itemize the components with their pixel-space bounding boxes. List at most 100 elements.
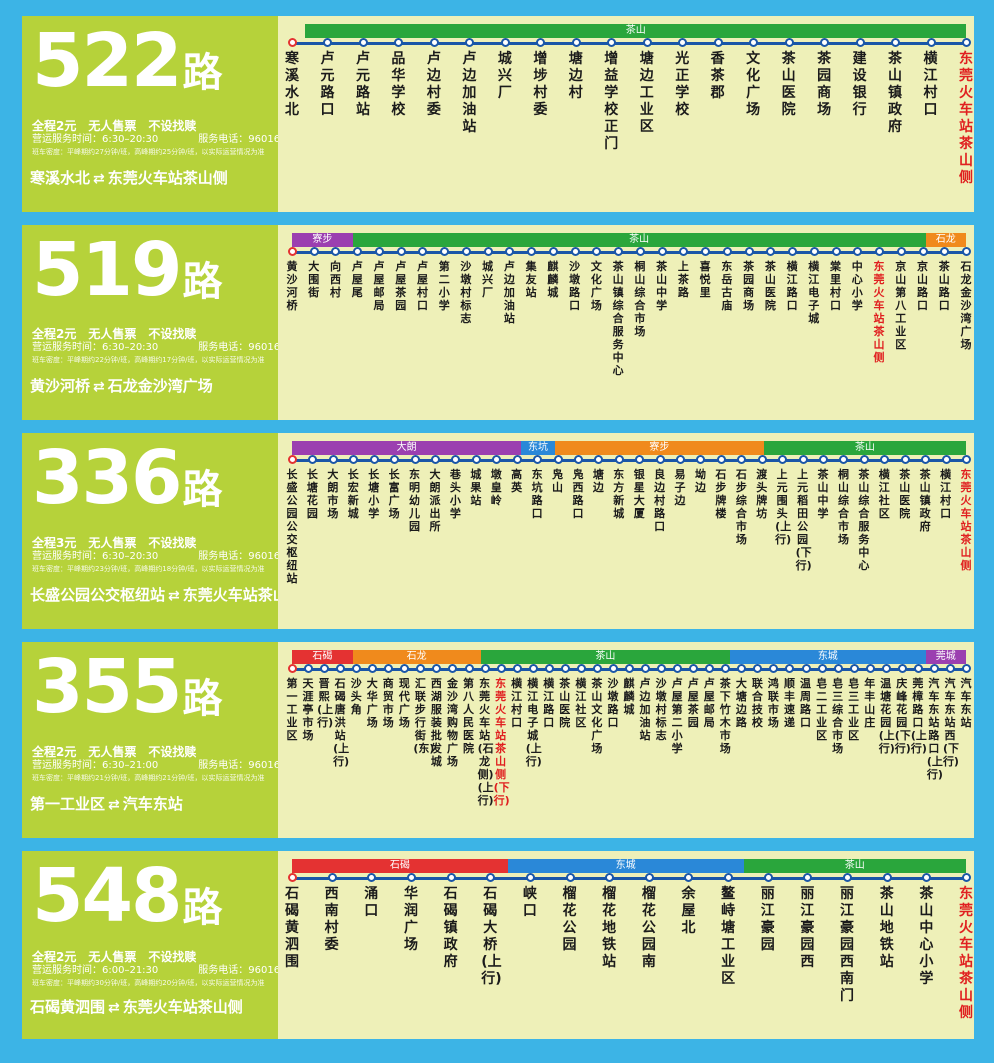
- route-number-digits: 336: [32, 435, 182, 521]
- stop-marker: [461, 247, 471, 256]
- zone-band: 东坑: [521, 441, 555, 455]
- stop-marker: [625, 664, 634, 673]
- stop-marker: [696, 455, 706, 464]
- stop-marker: [492, 455, 502, 464]
- stop-marker: [753, 664, 763, 673]
- stop-name: 汽车东站: [960, 677, 972, 729]
- route-terminals: 寒溪水北 ⇄ 东莞火车站茶山侧: [30, 167, 228, 188]
- stop-marker: [308, 455, 318, 464]
- route-line: [292, 42, 966, 45]
- stop-marker: [328, 455, 338, 464]
- stop-marker: [571, 38, 581, 47]
- terminal-from: 黄沙河桥: [30, 377, 91, 396]
- stop-name: 丽江豪园西: [800, 886, 815, 970]
- stop-name: 横江村口: [511, 677, 523, 729]
- stop-marker: [809, 247, 819, 256]
- stop-name: 长塘小学: [368, 468, 380, 520]
- hours-phone-text: 营运服务时间：6:30–20:30 服务电话：960163: [32, 133, 286, 146]
- stop-marker: [641, 664, 651, 673]
- stop-marker: [429, 38, 439, 47]
- route-number-suffix: 路: [182, 885, 223, 931]
- stop-marker: [553, 455, 563, 464]
- stop-marker: [880, 455, 890, 464]
- stop-name: 品华学校: [391, 51, 406, 118]
- stop-marker: [349, 455, 359, 464]
- fare-text: 全程2元 无人售票 不设找赎: [32, 744, 197, 759]
- stop-marker: [536, 38, 546, 47]
- service-phone: 服务电话：960163: [198, 964, 287, 976]
- service-hours: 营运服务时间：6:30–20:30: [32, 133, 159, 145]
- stop-marker: [724, 873, 734, 882]
- stop-marker: [803, 873, 813, 882]
- service-info: 全程2元 无人售票 不设找赎 营运服务时间：6:30–20:30 服务电话：960…: [32, 119, 286, 159]
- stop-marker: [614, 455, 624, 464]
- service-info: 全程2元 无人售票 不设找赎 营运服务时间：6:30–21:00 服务电话：960…: [32, 744, 286, 785]
- frequency-note: 班车密度：平峰期约22分钟/班，高峰期约17分钟/班，以实际运营情况为准: [32, 356, 265, 365]
- stop-marker: [701, 247, 711, 256]
- stop-marker: [676, 455, 686, 464]
- stop-list: 第一工业区 天涯亭市场 晋熙(上行) 石碣唐洪站(上行) 沙头角 大华广场 商贸市场 现代广场…: [287, 664, 972, 838]
- stop-name: 石步牌楼: [715, 468, 727, 520]
- stop-name: 横江社区: [575, 677, 587, 729]
- stop-marker: [353, 247, 363, 256]
- stop-name: 卢屋茶园: [395, 260, 407, 312]
- stop-name: 麒麟城: [547, 260, 559, 299]
- service-phone: 服务电话：960163: [198, 550, 287, 562]
- stop-name: 石龙金沙湾广场: [960, 260, 972, 351]
- stop-name: 茶园商场: [743, 260, 755, 312]
- stop-name: 长盛公园公交枢纽站: [286, 468, 298, 585]
- stop-marker: [451, 455, 461, 464]
- spacer: [158, 342, 198, 353]
- spacer: [158, 134, 198, 145]
- service-hours: 营运服务时间：6:00–21:30: [32, 964, 159, 976]
- stop-list: 长盛公园公交枢纽站 长塘花园 大朗市场 长宏新城 长塘小学 长富广场 东明幼儿园 大朗派出所巷…: [287, 455, 972, 629]
- stop-marker: [430, 455, 440, 464]
- stop-marker: [367, 873, 377, 882]
- stop-marker: [962, 873, 971, 882]
- stop-name: 汽车东站路口(上行): [926, 677, 943, 781]
- zone-name: 茶山: [625, 25, 646, 36]
- stop-marker: [798, 455, 808, 464]
- stop-marker: [500, 38, 510, 47]
- terminal-from: 寒溪水北: [30, 168, 91, 187]
- zone-band: 大朗: [292, 441, 522, 455]
- stop-marker: [945, 664, 955, 673]
- stop-name: 西南村委: [324, 886, 339, 953]
- zone-name: 大朗: [396, 442, 417, 453]
- stop-name: 西湖服装批发城: [430, 677, 442, 768]
- stop-marker: [594, 455, 604, 464]
- stop-marker: [817, 664, 827, 673]
- stop-marker: [941, 455, 951, 464]
- stop-name: 榴花公园: [562, 886, 577, 953]
- stop-name: 黄沙河桥: [286, 260, 298, 312]
- stop-marker: [390, 455, 400, 464]
- stop-marker: [605, 873, 615, 882]
- stop-name: 银星大厦: [633, 468, 645, 520]
- start-stop-marker: [288, 38, 297, 47]
- stop-name: 集友站: [525, 260, 537, 299]
- stop-name: 中心小学: [851, 260, 863, 312]
- stop-name: 寒溪水北: [285, 51, 299, 118]
- frequency-note: 班车密度：平峰期约30分钟/班，高峰期约20分钟/班，以实际运营情况为准: [32, 978, 265, 987]
- stop-marker: [766, 247, 776, 256]
- stop-marker: [368, 664, 378, 673]
- stop-name: 顺丰速递: [783, 677, 795, 729]
- stop-name: 光正学校: [675, 51, 690, 118]
- start-stop-marker: [288, 455, 297, 464]
- zone-band: 石龙: [352, 650, 481, 664]
- stop-marker: [533, 455, 543, 464]
- stop-marker: [882, 873, 892, 882]
- zone-bands: 大朗 东坑 寮步 茶山: [292, 441, 966, 455]
- stop-name: 沙墩路口: [569, 260, 581, 312]
- stop-name: 东坑路口: [531, 468, 543, 520]
- route-number: 336路: [32, 441, 222, 515]
- terminal-from: 石碣黄泗围: [30, 997, 106, 1016]
- stop-name: 峡口: [522, 886, 537, 919]
- route-number-suffix: 路: [182, 676, 223, 722]
- stop-marker: [512, 455, 522, 464]
- service-hours: 营运服务时间：6:30–21:00: [32, 759, 159, 771]
- stop-name: 易子边: [674, 468, 686, 507]
- stop-marker: [384, 664, 394, 673]
- zone-name: 石碣: [389, 860, 410, 871]
- stop-name: 长塘花园: [306, 468, 318, 520]
